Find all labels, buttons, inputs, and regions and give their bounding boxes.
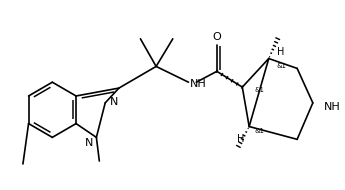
Text: O: O bbox=[213, 32, 221, 42]
Text: &1: &1 bbox=[254, 87, 264, 93]
Text: &1: &1 bbox=[254, 128, 264, 135]
Text: N: N bbox=[85, 138, 93, 148]
Text: H: H bbox=[277, 47, 284, 57]
Text: H: H bbox=[237, 134, 245, 144]
Text: NH: NH bbox=[324, 102, 340, 112]
Text: N: N bbox=[110, 97, 118, 107]
Text: NH: NH bbox=[189, 79, 206, 89]
Text: &1: &1 bbox=[277, 63, 287, 69]
